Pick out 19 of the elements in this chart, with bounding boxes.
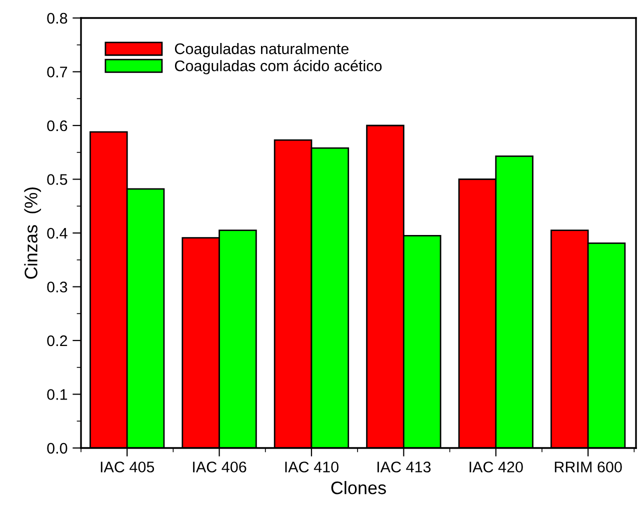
y-tick-label: 0.4 [47,228,68,239]
y-tick-label: 0.8 [47,12,68,24]
y-tick-label: 0.6 [47,120,68,132]
y-tick-label: 0.0 [47,442,68,454]
legend-label: Coaguladas naturalmente [174,42,348,58]
legend-label: Coaguladas com ácido acético [174,60,382,74]
y-tick-label: 0.5 [47,174,68,185]
x-tick-label: IAC 413 [377,462,431,472]
x-tick-label: IAC 420 [470,462,523,472]
x-tick-label: IAC 406 [193,462,246,472]
x-axis-title: Clones [331,480,386,494]
x-tick-label: IAC 410 [285,462,338,472]
x-tick-label: RRIM 600 [554,462,622,472]
y-tick-label: 0.1 [47,389,68,400]
y-tick-label: 0.2 [47,335,68,346]
y-axis-title: Cinzas (%) [24,187,42,279]
x-tick-label: IAC 405 [100,462,154,472]
y-tick-label: 0.7 [47,66,68,78]
y-tick-label: 0.3 [47,282,68,292]
